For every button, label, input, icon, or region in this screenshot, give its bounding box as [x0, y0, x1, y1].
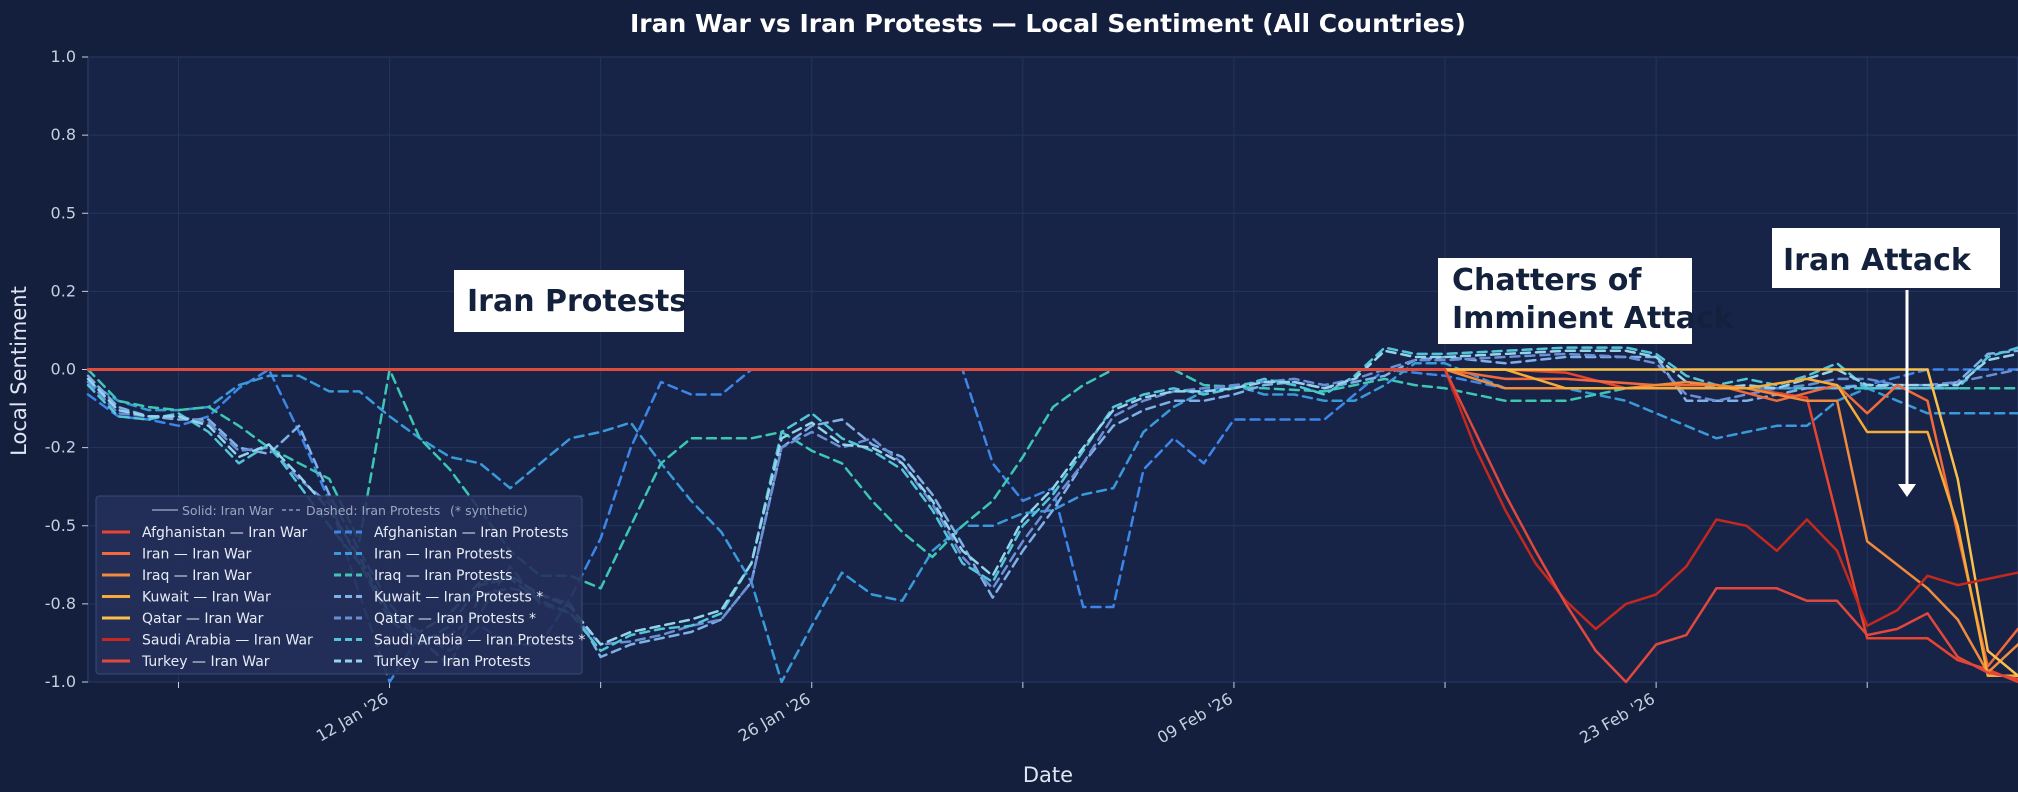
legend-entry: Iran — Iran War — [142, 547, 252, 563]
annotation-box — [1772, 228, 2000, 288]
legend-entry: Kuwait — Iran Protests * — [374, 590, 543, 606]
annotation-box — [454, 270, 684, 332]
x-tick-label: 09 Feb '26 — [1154, 689, 1236, 747]
legend-entry: Turkey — Iran Protests — [373, 654, 531, 670]
annotation-label: Chatters of — [1452, 263, 1642, 298]
legend-entry: Iraq — Iran Protests — [374, 568, 512, 584]
y-tick-label: 1.0 — [51, 47, 76, 66]
y-tick-label: -0.5 — [45, 516, 76, 535]
series-line — [86, 368, 2018, 678]
y-tick-label: 0.2 — [51, 281, 76, 300]
y-tick-label: 0.5 — [51, 203, 76, 222]
series-line — [86, 368, 2018, 668]
y-axis: 1.0 0.8 0.5 0.2 0.0 -0.2 -0.5 -0.8 -1.0 — [45, 47, 88, 691]
y-tick-label: -0.8 — [45, 594, 76, 613]
x-tick-label: 26 Jan '26 — [735, 689, 814, 745]
legend-note-solid: Solid: Iran War — [182, 503, 274, 518]
y-tick-label: -1.0 — [45, 672, 76, 691]
y-tick-label: 0.8 — [51, 125, 76, 144]
series-layer — [86, 346, 2018, 684]
series-line — [86, 368, 2018, 590]
legend-entry: Iran — Iran Protests — [374, 547, 512, 563]
annotation-label: Iran Attack — [1783, 243, 1972, 278]
annotation-label: Imminent Attack — [1452, 301, 1735, 336]
annotation-label: Iran Protests — [467, 284, 687, 319]
series-line — [86, 362, 2018, 684]
legend-note-dashed: Dashed: Iran Protests — [306, 503, 440, 518]
legend-entry: Qatar — Iran War — [142, 611, 264, 627]
legend-entry: Saudi Arabia — Iran Protests * — [374, 633, 585, 649]
y-tick-label: -0.2 — [45, 438, 76, 457]
annotation-box — [1438, 258, 1692, 344]
legend-note-synthetic: (* synthetic) — [450, 503, 528, 518]
y-tick-label: 0.0 — [51, 360, 76, 379]
y-axis-label: Local Sentiment — [7, 286, 31, 456]
legend-entry: Afghanistan — Iran Protests — [374, 525, 568, 541]
legend-box — [95, 495, 583, 675]
legend-entry: Kuwait — Iran War — [142, 590, 271, 606]
legend-entry: Qatar — Iran Protests * — [374, 611, 536, 627]
annotation-arrow-head — [1898, 484, 1916, 497]
x-tick-label: 12 Jan '26 — [313, 689, 392, 745]
x-axis-label: Date — [1023, 763, 1073, 787]
legend-entry: Turkey — Iran War — [141, 654, 270, 670]
legend: Solid: Iran War Dashed: Iran Protests (* s… — [95, 495, 585, 675]
x-tick-label: 23 Feb '26 — [1576, 689, 1658, 747]
chart-title: Iran War vs Iran Protests — Local Sentim… — [630, 9, 1466, 38]
legend-entry: Saudi Arabia — Iran War — [142, 633, 313, 649]
series-line — [86, 368, 2018, 678]
series-line — [86, 368, 2018, 684]
x-axis: 12 Jan '26 26 Jan '26 09 Feb '26 23 Feb '26 — [177, 682, 1868, 747]
legend-entry: Afghanistan — Iran War — [142, 525, 308, 541]
legend-entry: Iraq — Iran War — [142, 568, 252, 584]
series-line — [86, 368, 2018, 631]
